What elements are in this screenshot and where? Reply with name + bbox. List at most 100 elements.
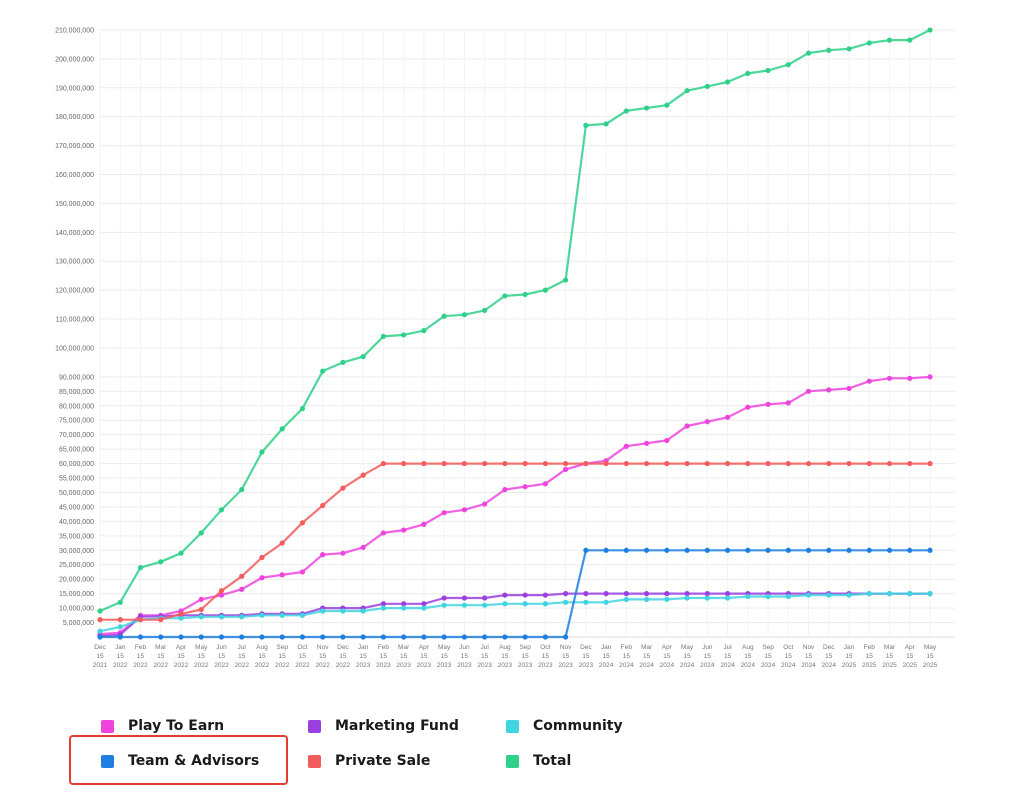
x-tick-label: 2022	[275, 662, 290, 669]
data-point-community	[218, 614, 225, 620]
x-tick-label: 15	[299, 653, 307, 660]
x-tick-label: Jan	[358, 644, 369, 651]
y-tick-label: 200,000,000	[55, 56, 94, 63]
x-tick-label: 2023	[538, 662, 553, 669]
data-point-total	[785, 62, 791, 68]
data-point-team-advisors	[198, 634, 204, 640]
data-point-play-to-earn	[380, 530, 387, 536]
y-tick-label: 15,000,000	[59, 591, 94, 598]
x-tick-label: 15	[623, 653, 631, 660]
x-tick-label: 2022	[255, 662, 270, 669]
data-point-community	[643, 596, 650, 603]
legend-item-team-advisors[interactable]: Team & Advisors	[101, 753, 259, 769]
data-point-total	[218, 507, 225, 513]
legend-item-marketing-fund[interactable]: Marketing Fund	[308, 718, 459, 734]
data-point-marketing-fund	[461, 595, 467, 601]
data-point-private-sale	[704, 460, 710, 467]
x-tick-label: 15	[683, 653, 691, 660]
x-tick-label: 2024	[599, 662, 614, 669]
data-point-private-sale	[826, 460, 832, 467]
data-point-private-sale	[117, 617, 123, 623]
data-point-private-sale	[320, 502, 326, 509]
data-point-community	[178, 615, 184, 621]
data-point-marketing-fund	[380, 601, 387, 607]
y-tick-label: 60,000,000	[59, 461, 94, 468]
x-tick-label: Feb	[135, 644, 147, 651]
series-lines	[97, 27, 933, 640]
data-point-total	[239, 486, 245, 493]
legend-swatch-team-advisors	[101, 754, 114, 768]
x-tick-label: 2024	[680, 662, 695, 669]
x-tick-label: 15	[198, 653, 206, 660]
x-tick-label: 2022	[295, 662, 310, 669]
y-tick-label: 40,000,000	[59, 519, 94, 526]
data-point-private-sale	[178, 611, 184, 617]
data-point-play-to-earn	[724, 414, 731, 420]
data-point-marketing-fund	[421, 601, 427, 607]
data-point-team-advisors	[704, 547, 710, 553]
x-tick-label: 15	[562, 653, 570, 660]
data-point-team-advisors	[542, 634, 548, 640]
x-tick-label: 2023	[477, 662, 492, 669]
data-point-play-to-earn	[826, 387, 832, 393]
x-tick-label: 15	[339, 653, 347, 660]
x-tick-label: 15	[360, 653, 368, 660]
data-point-community	[299, 612, 306, 618]
x-tick-label: 2024	[619, 662, 634, 669]
data-point-play-to-earn	[461, 507, 467, 513]
y-tick-label: 65,000,000	[59, 447, 94, 454]
x-tick-label: 15	[157, 653, 165, 660]
data-point-community	[603, 599, 609, 605]
data-point-team-advisors	[846, 547, 852, 553]
gridlines	[99, 29, 955, 638]
x-tick-label: 15	[825, 653, 833, 660]
x-tick-label: 2022	[336, 662, 351, 669]
data-point-team-advisors	[502, 634, 508, 640]
data-point-team-advisors	[563, 634, 569, 640]
data-point-total	[603, 121, 609, 127]
data-point-play-to-earn	[401, 527, 407, 533]
data-point-marketing-fund	[441, 595, 447, 601]
x-tick-label: 2023	[356, 662, 371, 669]
data-point-team-advisors	[927, 547, 933, 553]
data-point-team-advisors	[643, 547, 650, 553]
x-tick-label: Feb	[378, 644, 390, 651]
legend-item-play-to-earn[interactable]: Play To Earn	[101, 718, 224, 734]
data-point-marketing-fund	[542, 592, 548, 598]
data-point-total	[441, 313, 447, 319]
data-point-team-advisors	[684, 547, 690, 553]
data-point-team-advisors	[218, 634, 225, 640]
legend-label-private-sale: Private Sale	[335, 753, 431, 769]
data-point-team-advisors	[522, 634, 528, 640]
data-point-community	[927, 591, 933, 597]
data-point-team-advisors	[482, 634, 488, 640]
x-tick-label: 15	[420, 653, 428, 660]
y-tick-label: 100,000,000	[55, 345, 94, 352]
series-line-marketing-fund	[98, 592, 932, 638]
y-tick-label: 30,000,000	[59, 548, 94, 555]
x-tick-label: Jun	[216, 644, 227, 651]
data-point-community	[340, 608, 346, 614]
x-tick-label: 15	[643, 653, 651, 660]
legend-label-marketing-fund: Marketing Fund	[335, 718, 459, 734]
data-point-private-sale	[97, 617, 103, 623]
legend-label-community: Community	[533, 718, 623, 734]
data-point-community	[805, 592, 812, 598]
data-point-community	[846, 592, 852, 598]
y-tick-label: 180,000,000	[55, 114, 94, 121]
data-point-marketing-fund	[623, 591, 629, 597]
legend-item-community[interactable]: Community	[506, 718, 623, 734]
data-point-marketing-fund	[603, 591, 609, 597]
x-tick-label: 15	[704, 653, 712, 660]
data-point-play-to-earn	[664, 437, 670, 444]
legend-item-total[interactable]: Total	[506, 753, 571, 769]
data-point-total	[137, 565, 144, 571]
data-point-community	[886, 591, 893, 597]
y-tick-label: 210,000,000	[55, 28, 94, 35]
y-tick-label: 160,000,000	[55, 172, 94, 179]
legend-item-private-sale[interactable]: Private Sale	[308, 753, 430, 769]
data-point-community	[502, 601, 508, 607]
series-team-advisors	[97, 547, 933, 640]
data-point-community	[826, 592, 832, 598]
x-tick-label: Sep	[276, 644, 288, 651]
